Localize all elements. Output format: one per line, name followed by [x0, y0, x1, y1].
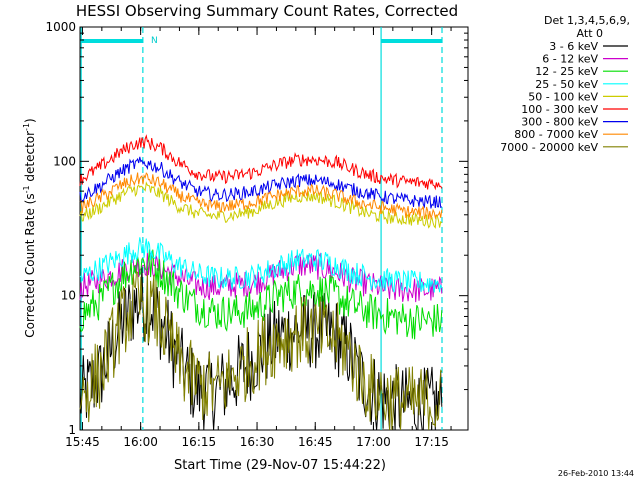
- x-tick-label: 16:15: [182, 435, 217, 449]
- chart-title: HESSI Observing Summary Count Rates, Cor…: [76, 2, 458, 20]
- series-line-7000-20000-keV: [79, 270, 443, 431]
- annotation-layer: [80, 27, 443, 430]
- legend-label: 800 - 7000 keV: [514, 128, 598, 141]
- axis-layer: 15:45 16:00 16:15 16:30 16:45 17:00 17:15 1 10 10…: [45, 20, 468, 449]
- x-tick-label: 16:30: [240, 435, 275, 449]
- x-tick-label: 15:45: [65, 435, 100, 449]
- series-line-300-800-keV: [79, 156, 443, 209]
- x-tick-label: 16:45: [298, 435, 333, 449]
- legend-label: 25 - 50 keV: [535, 78, 598, 91]
- legend-label: 100 - 300 keV: [521, 103, 598, 116]
- y-tick-label: 10: [61, 289, 76, 303]
- legend-header-line1: Det 1,3,4,5,6,9,: [544, 14, 630, 27]
- y-tick-label: 1: [68, 423, 76, 437]
- saa-label: N: [151, 36, 158, 46]
- y-label-sup1: -1: [22, 185, 31, 193]
- y-axis-label: Corrected Count Rate (s-1 detector-1): [22, 118, 37, 337]
- y-label-end: ): [23, 118, 37, 123]
- series-line-100-300-keV: [79, 134, 443, 191]
- series-line-6-12-keV: [79, 252, 443, 303]
- y-label-main: Corrected Count Rate (s: [23, 193, 37, 337]
- legend-label: 7000 - 20000 keV: [500, 141, 598, 154]
- plot-frame: [79, 26, 469, 431]
- x-tick-label: 17:00: [356, 435, 391, 449]
- x-axis-label: Start Time (29-Nov-07 15:44:22): [174, 458, 386, 473]
- y-label-mid: detector: [23, 131, 37, 186]
- series-line-12-25-keV: [79, 249, 443, 340]
- y-tick-label: 100: [53, 154, 76, 168]
- legend-header-line2: Att 0: [577, 27, 603, 40]
- y-tick-label: 1000: [45, 20, 76, 34]
- legend-label: 12 - 25 keV: [535, 65, 598, 78]
- timestamp: 26-Feb-2010 13:44: [558, 469, 634, 478]
- series-layer: [79, 134, 443, 431]
- y-label-sup2: -1: [22, 123, 31, 131]
- series-line-800-7000-keV: [79, 172, 443, 220]
- legend-label: 50 - 100 keV: [528, 90, 598, 103]
- legend-label: 3 - 6 keV: [549, 40, 598, 53]
- x-tick-label: 16:00: [123, 435, 158, 449]
- series-line-25-50-keV: [79, 237, 443, 293]
- x-tick-label: 17:15: [414, 435, 449, 449]
- legend-label: 6 - 12 keV: [542, 53, 598, 66]
- legend-label: 300 - 800 keV: [521, 116, 598, 129]
